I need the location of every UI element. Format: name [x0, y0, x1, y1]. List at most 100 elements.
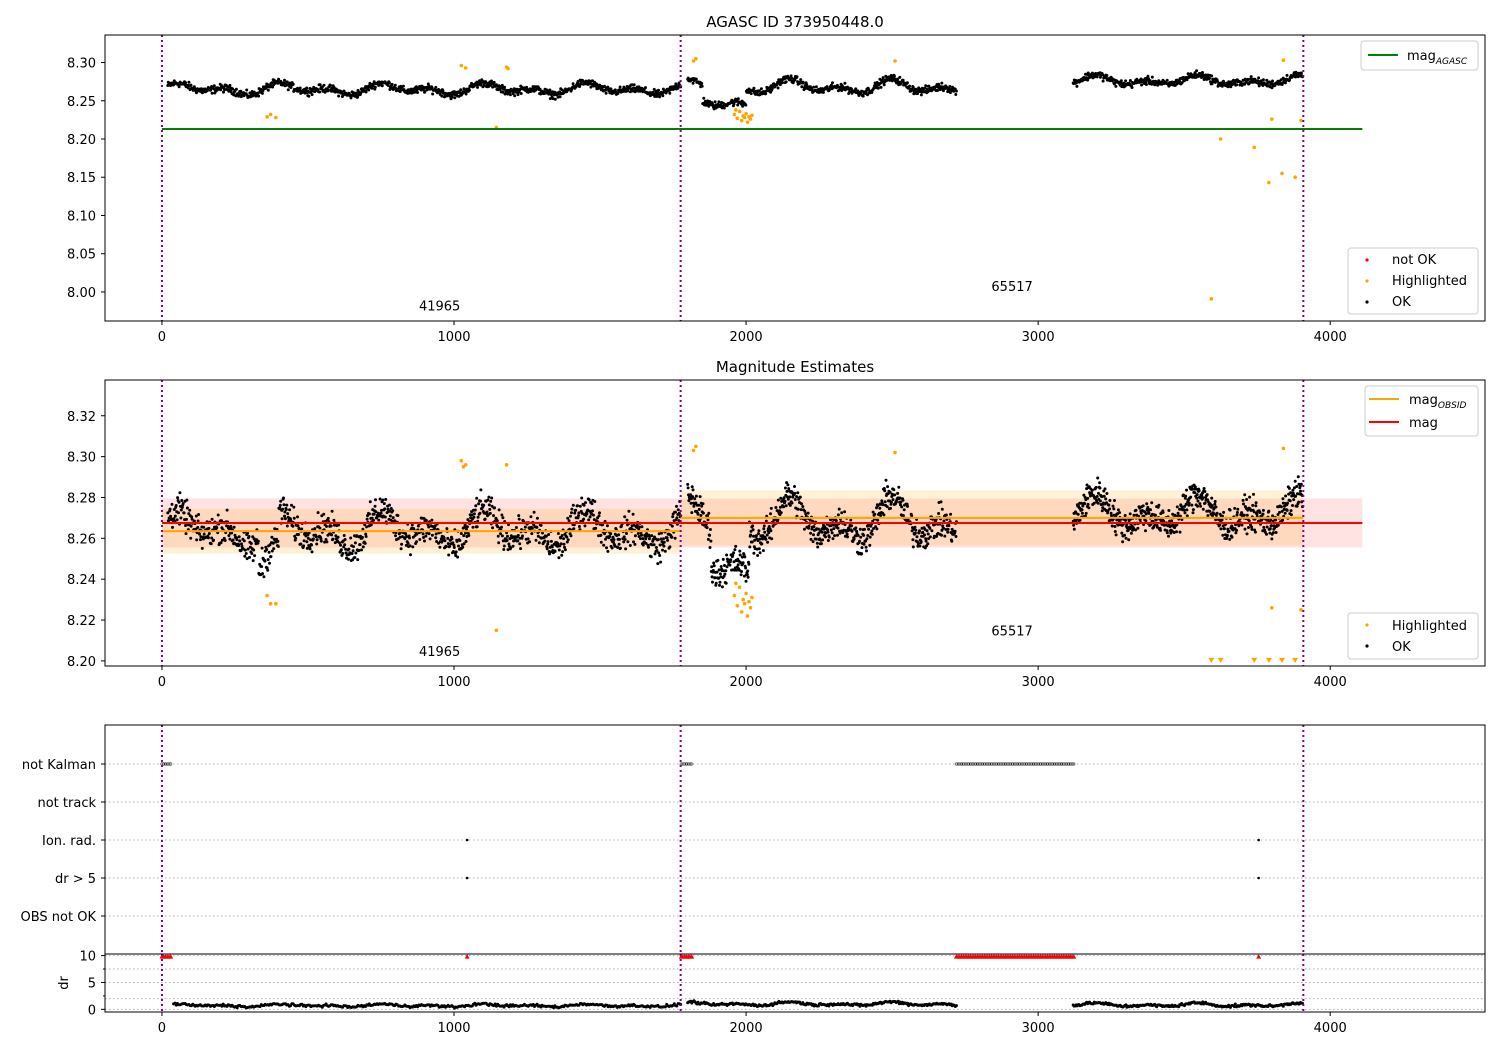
data-point	[641, 543, 645, 547]
flag-point	[163, 762, 168, 766]
data-point	[337, 94, 341, 98]
data-point	[656, 538, 660, 542]
data-point	[387, 81, 391, 85]
data-point	[415, 540, 418, 544]
data-point	[925, 87, 929, 91]
data-point	[356, 558, 360, 562]
magnitude-lower-legend: Highlighted OK	[1347, 612, 1479, 660]
data-point	[761, 549, 765, 553]
data-point	[916, 542, 920, 546]
data-point	[365, 517, 369, 521]
data-point	[212, 84, 216, 88]
data-point	[872, 527, 876, 530]
data-point	[1124, 518, 1128, 522]
y-tick-label: 8.28	[67, 491, 96, 506]
data-point	[785, 495, 789, 499]
data-point	[644, 537, 648, 541]
flag-point	[1009, 762, 1013, 766]
highlighted-point	[1299, 608, 1303, 612]
flag-point	[984, 762, 988, 766]
highlighted-point	[694, 444, 698, 449]
data-point	[1172, 531, 1176, 534]
highlighted-point	[1218, 137, 1223, 141]
data-point	[747, 562, 751, 566]
data-point	[790, 76, 794, 80]
data-point	[650, 534, 654, 538]
data-point	[498, 88, 502, 91]
data-point	[740, 570, 743, 573]
legend-not-ok-marker	[1365, 258, 1369, 262]
highlighted-point	[750, 595, 754, 600]
data-point	[446, 542, 450, 546]
data-point	[663, 1005, 667, 1009]
data-point	[717, 568, 721, 572]
data-point	[1220, 518, 1224, 522]
data-point	[763, 530, 767, 534]
data-point	[676, 86, 680, 90]
data-point	[298, 86, 302, 90]
data-point	[471, 525, 475, 529]
data-point	[604, 91, 608, 95]
data-point	[1123, 514, 1127, 517]
data-point	[464, 540, 468, 543]
data-point	[1265, 532, 1268, 536]
data-point	[1295, 504, 1299, 508]
flag-point	[1066, 762, 1071, 766]
flag-point	[956, 762, 960, 766]
data-point	[277, 77, 281, 81]
data-point	[738, 553, 742, 557]
data-point	[757, 529, 761, 533]
data-point	[1254, 501, 1258, 505]
data-point	[374, 498, 377, 502]
data-point	[245, 557, 249, 561]
data-point	[1118, 511, 1121, 515]
data-point	[870, 532, 874, 536]
data-point	[1144, 529, 1147, 533]
data-point	[625, 518, 629, 522]
data-point	[408, 536, 411, 540]
flag-point	[162, 762, 166, 766]
data-point	[1235, 511, 1239, 514]
data-point	[372, 512, 376, 516]
data-point	[1261, 508, 1265, 512]
data-point	[946, 530, 950, 534]
data-point	[686, 482, 690, 486]
highlighted-point	[459, 63, 464, 68]
data-point	[711, 569, 715, 572]
data-point	[557, 556, 561, 560]
data-point	[746, 575, 750, 579]
data-point	[1265, 525, 1269, 529]
data-point	[279, 499, 283, 503]
data-point	[740, 555, 744, 559]
highlighted-point	[274, 115, 278, 120]
data-point	[1235, 528, 1239, 532]
data-point	[632, 540, 635, 544]
data-point	[1247, 526, 1250, 529]
data-point	[566, 538, 570, 542]
data-point	[1095, 75, 1099, 79]
data-point	[168, 507, 172, 511]
data-point	[475, 496, 479, 500]
data-point	[496, 525, 500, 529]
data-point	[1100, 509, 1104, 513]
data-point	[817, 527, 820, 531]
data-point	[801, 505, 805, 508]
data-point	[1208, 509, 1212, 513]
data-point	[724, 569, 728, 573]
data-point	[288, 508, 292, 512]
data-point	[1165, 78, 1169, 82]
data-point	[458, 539, 462, 542]
data-point	[465, 527, 468, 531]
data-point	[509, 546, 513, 550]
data-point	[230, 531, 234, 535]
data-point	[884, 478, 888, 482]
data-point	[556, 544, 559, 548]
data-point	[831, 81, 834, 85]
data-point	[452, 546, 456, 549]
data-point	[1250, 525, 1254, 529]
data-point	[927, 84, 931, 88]
data-point	[252, 90, 256, 94]
data-point	[1241, 498, 1245, 502]
data-point	[245, 88, 249, 92]
data-point	[450, 537, 454, 541]
